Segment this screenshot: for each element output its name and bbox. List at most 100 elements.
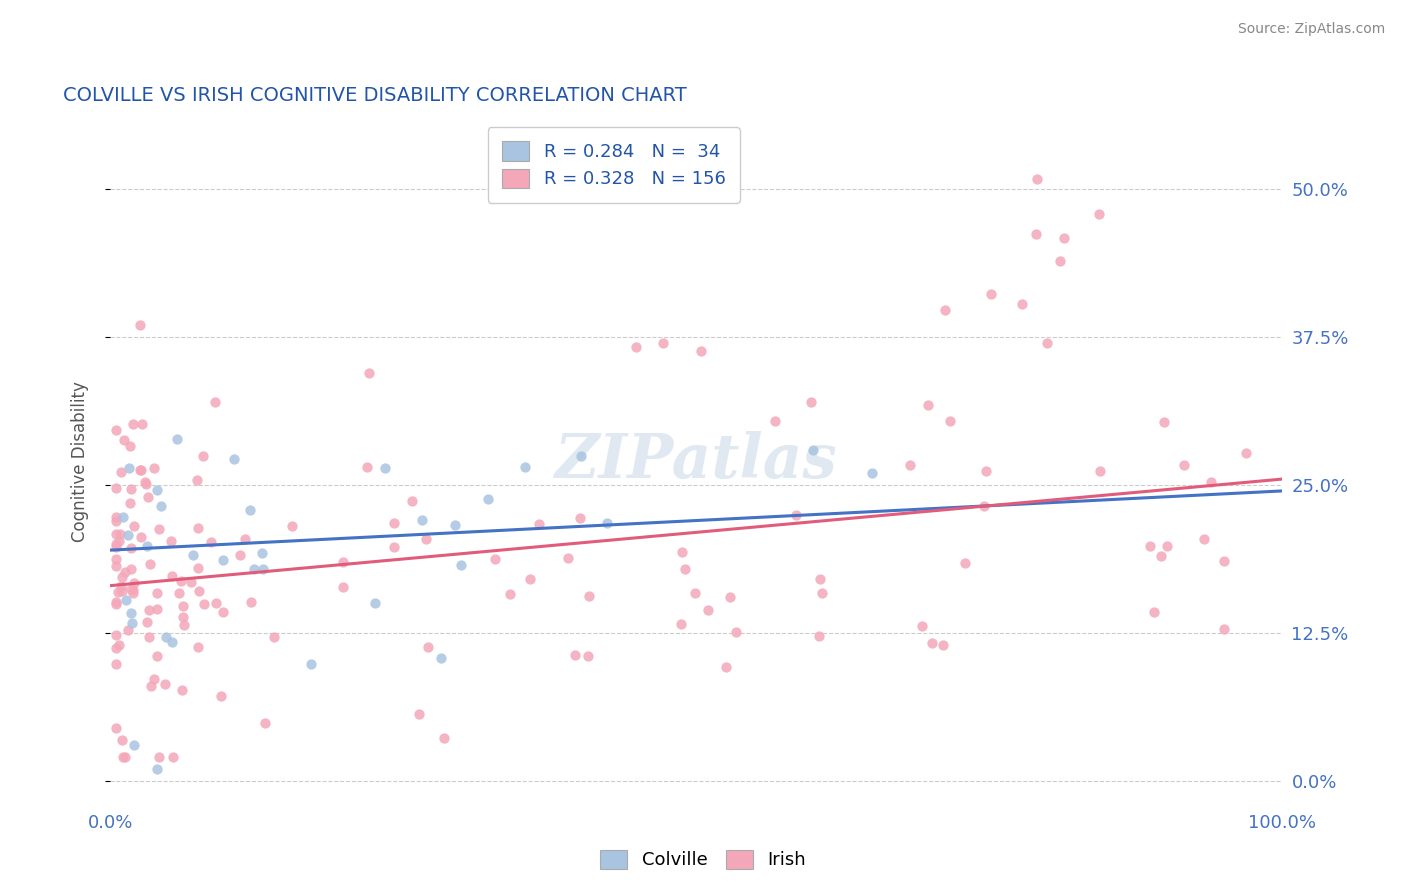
Point xyxy=(1199,475,1222,490)
Point xyxy=(785,508,807,523)
Point xyxy=(1213,622,1236,636)
Point xyxy=(104,657,127,672)
Point xyxy=(129,318,152,332)
Point xyxy=(104,595,127,609)
Point xyxy=(170,683,193,698)
Point xyxy=(160,569,183,583)
Point xyxy=(120,541,142,556)
Point xyxy=(921,636,943,650)
Point xyxy=(499,587,522,601)
Point xyxy=(250,546,273,560)
Point xyxy=(104,721,127,735)
Point xyxy=(172,610,194,624)
Point xyxy=(332,556,354,570)
Point xyxy=(181,549,204,563)
Point xyxy=(104,514,127,528)
Point xyxy=(112,510,135,524)
Point xyxy=(433,731,456,745)
Point xyxy=(118,460,141,475)
Point xyxy=(110,465,132,479)
Point xyxy=(105,598,128,612)
Point xyxy=(527,516,550,531)
Point xyxy=(690,344,713,359)
Point xyxy=(134,475,156,490)
Point xyxy=(934,302,956,317)
Point xyxy=(240,595,263,609)
Point xyxy=(1150,549,1173,563)
Point xyxy=(111,750,134,764)
Point xyxy=(104,537,127,551)
Point xyxy=(148,750,170,764)
Point xyxy=(356,460,378,475)
Point xyxy=(359,366,381,380)
Point xyxy=(900,458,922,473)
Point xyxy=(159,534,181,549)
Point xyxy=(911,619,934,633)
Point xyxy=(107,585,129,599)
Point xyxy=(808,629,831,643)
Point xyxy=(484,551,506,566)
Legend: R = 0.284   N =  34, R = 0.328   N = 156: R = 0.284 N = 34, R = 0.328 N = 156 xyxy=(488,127,740,203)
Point xyxy=(172,599,194,614)
Point xyxy=(955,557,977,571)
Point xyxy=(624,340,647,354)
Point xyxy=(811,586,834,600)
Point xyxy=(973,499,995,513)
Point xyxy=(450,558,472,572)
Point xyxy=(104,482,127,496)
Point xyxy=(1088,465,1111,479)
Point xyxy=(187,640,209,654)
Point xyxy=(143,460,166,475)
Point xyxy=(148,521,170,535)
Point xyxy=(108,526,131,541)
Point xyxy=(111,570,134,584)
Point xyxy=(187,561,209,575)
Point xyxy=(138,603,160,617)
Point xyxy=(233,533,256,547)
Point xyxy=(281,518,304,533)
Point xyxy=(801,442,824,457)
Point xyxy=(143,673,166,687)
Text: Source: ZipAtlas.com: Source: ZipAtlas.com xyxy=(1237,22,1385,37)
Point xyxy=(122,582,145,597)
Point xyxy=(121,616,143,631)
Point xyxy=(129,463,152,477)
Point xyxy=(193,598,215,612)
Point xyxy=(724,624,747,639)
Point xyxy=(153,677,176,691)
Point xyxy=(187,521,209,535)
Point xyxy=(104,558,127,573)
Point xyxy=(299,657,322,672)
Point xyxy=(114,750,136,764)
Point xyxy=(117,623,139,637)
Point xyxy=(200,535,222,549)
Point xyxy=(578,589,600,603)
Point xyxy=(1194,532,1216,546)
Point xyxy=(222,452,245,467)
Point xyxy=(401,494,423,508)
Point xyxy=(114,434,136,448)
Point xyxy=(193,449,215,463)
Point xyxy=(1053,231,1076,245)
Text: ZIPatlas: ZIPatlas xyxy=(554,432,838,491)
Point xyxy=(917,398,939,412)
Point xyxy=(1213,554,1236,568)
Point xyxy=(104,509,127,524)
Point xyxy=(122,576,145,591)
Point xyxy=(212,553,235,567)
Point xyxy=(444,517,467,532)
Point xyxy=(430,650,453,665)
Point xyxy=(104,551,127,566)
Point xyxy=(186,473,208,487)
Point xyxy=(596,516,619,530)
Point xyxy=(974,464,997,478)
Point xyxy=(1025,227,1047,241)
Point xyxy=(146,602,169,616)
Point xyxy=(569,449,592,463)
Point xyxy=(120,482,142,496)
Point xyxy=(810,572,832,586)
Point xyxy=(477,492,499,507)
Point xyxy=(110,579,132,593)
Point xyxy=(673,562,696,576)
Point xyxy=(980,287,1002,301)
